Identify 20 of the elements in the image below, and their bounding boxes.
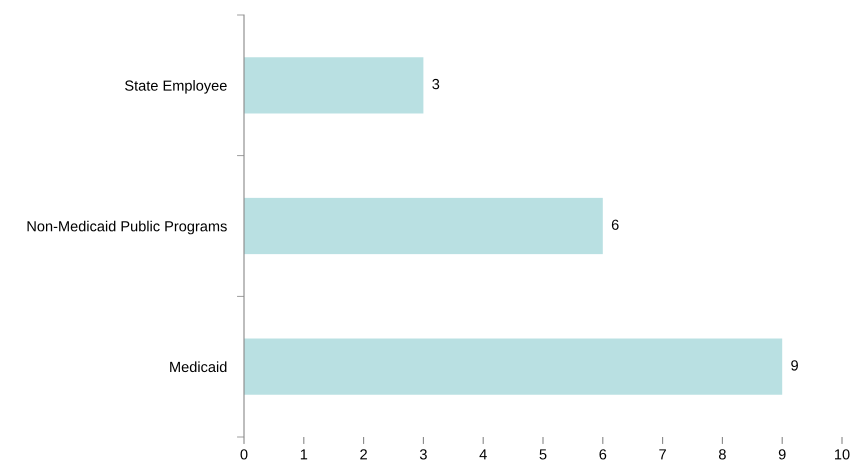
x-tick-label: 0: [240, 449, 248, 460]
data-label: 6: [612, 220, 619, 230]
bar: [244, 57, 424, 114]
y-tick-label: State Employee: [125, 80, 227, 94]
x-tick-label: 7: [659, 449, 666, 460]
x-tick-label: 4: [479, 449, 487, 460]
x-tick-label: 5: [540, 449, 546, 460]
x-tick-label: 8: [718, 449, 726, 460]
x-tick-label: 9: [778, 449, 786, 460]
x-tick-label: 1: [300, 449, 308, 460]
bar: [244, 338, 782, 395]
x-tick-label: 6: [599, 449, 606, 460]
x-tick-label: 10: [835, 449, 850, 460]
y-tick-label: Medicaid: [170, 361, 226, 372]
x-tick-label: 2: [360, 449, 367, 460]
x-tick-label: 3: [420, 449, 427, 460]
bar: [244, 198, 603, 254]
data-label: 3: [432, 78, 440, 90]
y-tick-label: Non-Medicaid Public Programs: [28, 220, 227, 234]
data-label: 9: [791, 360, 798, 371]
